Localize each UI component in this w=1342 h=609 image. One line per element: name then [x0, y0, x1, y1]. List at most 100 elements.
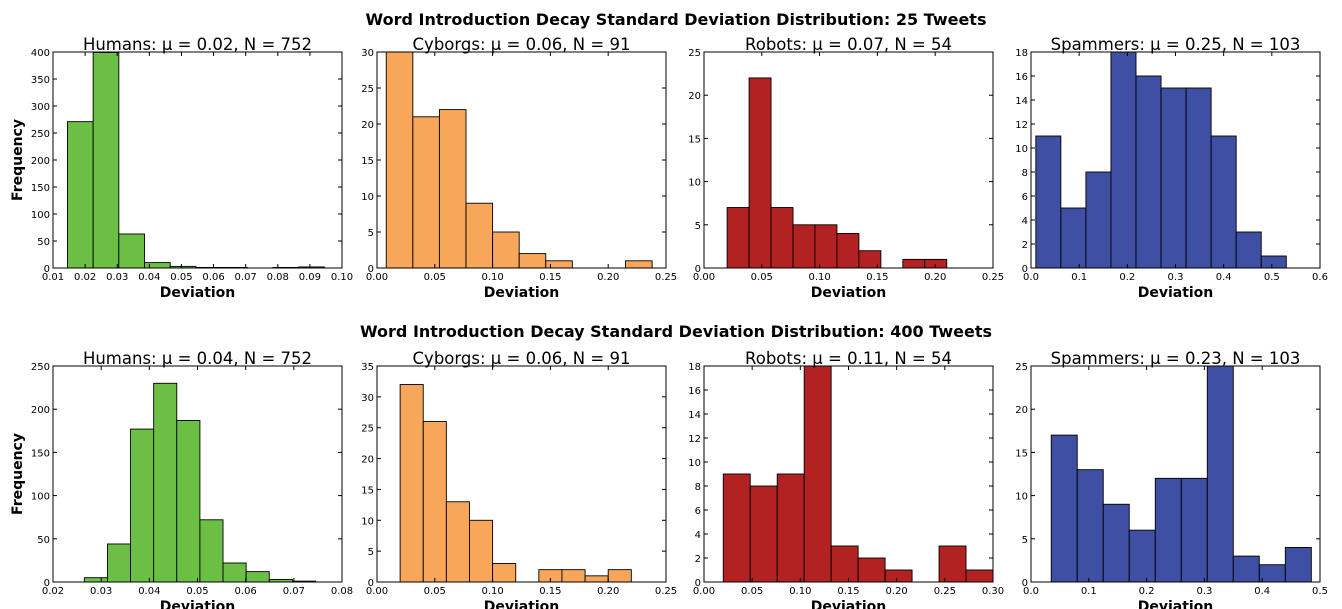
x-axis-label: Deviation [1138, 285, 1214, 301]
x-tick-label: 0.10 [331, 272, 353, 283]
y-tick-label: 0 [1022, 578, 1028, 589]
x-tick-label: 0.25 [655, 272, 677, 283]
x-tick-label: 0.05 [170, 272, 192, 283]
histogram-panel: 0.00 0.05 0.10 0.15 0.20 0.25 0 5 10 15 20 25 Robots… [688, 35, 1004, 301]
y-tick-label: 50 [37, 237, 50, 248]
y-tick-label: 0 [695, 264, 701, 275]
y-tick-label: 0 [368, 578, 374, 589]
x-tick-label: 0.25 [655, 586, 677, 597]
x-tick-label: 0.10 [481, 272, 503, 283]
x-tick-label: 0.30 [982, 586, 1004, 597]
x-tick-label: 0.00 [366, 586, 388, 597]
x-tick-label: 0.08 [267, 272, 289, 283]
x-tick-label: 0.1 [1071, 272, 1087, 283]
histogram-bar [438, 109, 467, 269]
histogram-bar [399, 384, 424, 583]
x-tick-label: 0.03 [106, 272, 128, 283]
histogram-bar [1076, 469, 1104, 583]
x-tick-label: 0.05 [186, 586, 208, 597]
x-tick-label: 0.09 [299, 272, 321, 283]
row-2-suptitle: Word Introduction Decay Standard Deviati… [360, 322, 992, 341]
y-tick-label: 0 [1022, 264, 1028, 275]
y-tick-label: 30 [361, 393, 374, 404]
x-tick-label: 0.15 [837, 586, 859, 597]
x-tick-label: 0.20 [924, 272, 946, 283]
histogram-bar [814, 224, 838, 269]
histogram-bar [1050, 434, 1078, 583]
panel-title: Humans: μ = 0.04, N = 752 [83, 349, 312, 368]
histogram-bar [1110, 51, 1137, 269]
histogram-bar [1210, 135, 1237, 269]
y-tick-label: 16 [1015, 72, 1028, 83]
x-tick-label: 0.02 [42, 586, 64, 597]
histogram-bar [803, 365, 832, 583]
y-tick-label: 20 [361, 455, 374, 466]
panel-title: Robots: μ = 0.11, N = 54 [745, 349, 952, 368]
x-tick-label: 0.06 [202, 272, 224, 283]
row-1-suptitle: Word Introduction Decay Standard Deviati… [366, 10, 987, 29]
y-tick-label: 2 [695, 554, 701, 565]
histogram-bar [144, 262, 171, 269]
histogram-bar [1154, 477, 1182, 583]
y-tick-label: 10 [1015, 144, 1028, 155]
x-tick-label: 0.05 [424, 586, 446, 597]
x-axis-label: Deviation [484, 599, 560, 609]
histogram-panel: 0.00 0.05 0.10 0.15 0.20 0.25 0 5 10 15 20 25 30 Cybo… [361, 35, 677, 301]
y-tick-label: 100 [31, 492, 50, 503]
x-tick-label: 0.00 [366, 272, 388, 283]
x-tick-label: 0.10 [808, 272, 830, 283]
histogram-bar [83, 577, 108, 583]
histogram-bar [726, 207, 750, 269]
x-axis-label: Deviation [1138, 599, 1214, 609]
y-tick-label: 0 [368, 264, 374, 275]
x-tick-label: 0.15 [539, 272, 561, 283]
y-tick-label: 20 [361, 120, 374, 131]
histogram-bar [770, 207, 794, 269]
histogram-bar [792, 224, 816, 269]
panel-title: Cyborgs: μ = 0.06, N = 91 [413, 35, 631, 54]
x-tick-label: 0.0 [1023, 272, 1039, 283]
y-tick-label: 5 [368, 228, 374, 239]
y-tick-label: 0 [695, 578, 701, 589]
y-tick-label: 14 [1015, 96, 1028, 107]
y-tick-label: 5 [695, 221, 701, 232]
histogram-bar [176, 419, 201, 583]
y-tick-label: 150 [31, 183, 50, 194]
histogram-bar [469, 519, 494, 583]
panel-title: Cyborgs: μ = 0.06, N = 91 [413, 349, 631, 368]
x-tick-label: 0.01 [42, 272, 64, 283]
histogram-bar [938, 545, 967, 583]
histogram-bar [748, 77, 772, 269]
y-tick-label: 150 [31, 448, 50, 459]
y-tick-label: 6 [1022, 192, 1028, 203]
y-tick-label: 15 [361, 485, 374, 496]
histogram-bar [412, 116, 440, 269]
x-tick-label: 0.6 [1312, 272, 1328, 283]
x-tick-label: 0.2 [1119, 272, 1135, 283]
y-tick-label: 15 [1015, 448, 1028, 459]
x-tick-label: 0.3 [1196, 586, 1212, 597]
x-tick-label: 0.4 [1254, 586, 1270, 597]
y-tick-label: 20 [688, 91, 701, 102]
y-tick-label: 5 [368, 547, 374, 558]
x-axis-label: Deviation [811, 285, 887, 301]
y-tick-label: 250 [31, 129, 50, 140]
histogram-panel: 0.0 0.1 0.2 0.3 0.4 0.5 0 5 10 15 20 25 Spammers: μ … [1015, 349, 1328, 609]
x-tick-label: 0.5 [1312, 586, 1328, 597]
y-tick-label: 18 [1015, 48, 1028, 59]
histogram-panel: 0.01 0.02 0.03 0.04 0.05 0.06 0.07 0.08 0.09 0.10… [10, 35, 353, 301]
plot-frame [1030, 365, 1321, 583]
x-tick-label: 0.08 [331, 586, 353, 597]
histogram-bar [1060, 207, 1087, 269]
histogram-bar [1135, 75, 1162, 269]
y-tick-label: 14 [688, 410, 701, 421]
x-tick-label: 0.20 [886, 586, 908, 597]
plot-frame [376, 365, 667, 583]
histogram-bar [884, 569, 913, 583]
histogram-bar [130, 428, 155, 583]
x-axis-label: Deviation [160, 285, 236, 301]
histogram-bar [584, 575, 609, 583]
y-tick-label: 200 [31, 405, 50, 416]
y-tick-label: 2 [1022, 240, 1028, 251]
histogram-bar [607, 569, 632, 583]
